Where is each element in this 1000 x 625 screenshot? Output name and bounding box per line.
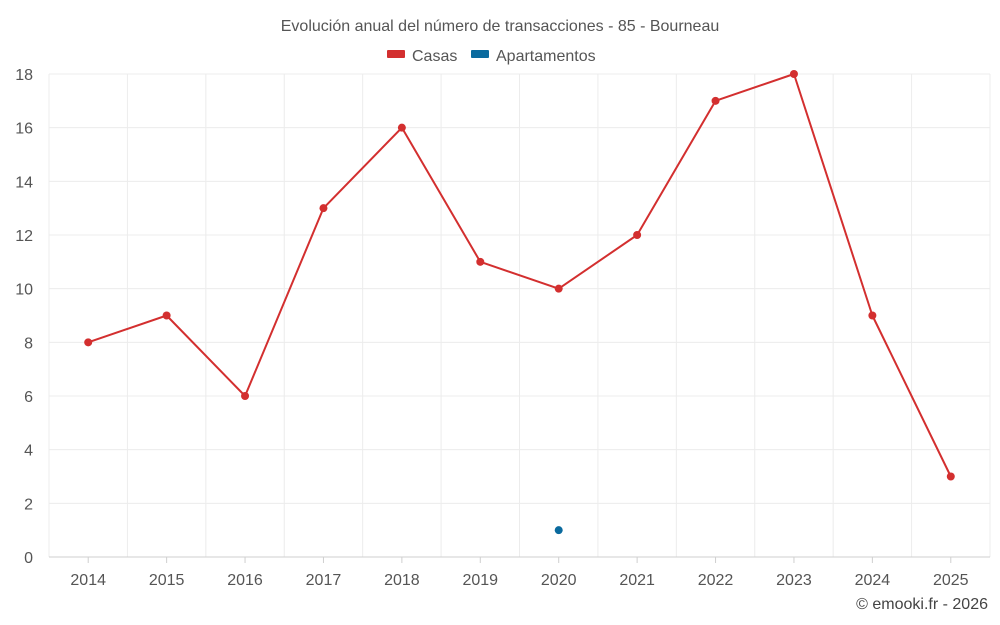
series-line-casas (87, 73, 952, 477)
y-tick-label: 2 (24, 496, 33, 513)
x-tick-label: 2015 (149, 572, 185, 589)
legend-label-apartamentos: Apartamentos (496, 48, 596, 65)
y-tick-label: 14 (15, 174, 33, 191)
legend-swatch-casas (387, 50, 405, 58)
x-tick-label: 2014 (70, 572, 106, 589)
y-tick-label: 6 (24, 389, 33, 406)
gridlines (48, 73, 991, 557)
legend-label-casas: Casas (412, 48, 457, 65)
y-tick-label: 4 (24, 443, 33, 460)
data-point-casas-2020 (554, 284, 563, 293)
axes: 0 2 4 6 8 10 12 14 16 18 2014 2015 2016 2017 2018 2019 2… (15, 67, 990, 589)
legend-swatch-apartamentos (471, 50, 489, 58)
data-point-casas-2022 (711, 96, 720, 105)
x-tick-label: 2022 (698, 572, 734, 589)
x-tick-label: 2023 (776, 572, 812, 589)
x-tick-label: 2016 (227, 572, 263, 589)
data-point-casas-2015 (162, 311, 171, 320)
chart-title: Evolución anual del número de transaccio… (281, 18, 720, 35)
data-point-casas-2019 (476, 257, 485, 266)
y-tick-label: 12 (15, 228, 33, 245)
y-tick-label: 0 (24, 550, 33, 567)
data-point-casas-2025 (946, 472, 955, 481)
y-tick-label: 8 (24, 335, 33, 352)
y-tick-label: 10 (15, 282, 33, 299)
data-point-apartamentos-2020 (554, 526, 563, 535)
x-tick-label: 2025 (933, 572, 969, 589)
data-point-casas-2018 (397, 123, 406, 132)
data-point-casas-2023 (789, 70, 798, 78)
data-point-casas-2016 (241, 392, 250, 400)
x-tick-label: 2019 (462, 572, 498, 589)
x-tick-label: 2024 (855, 572, 891, 589)
legend: Casas Apartamentos (387, 48, 596, 65)
data-point-casas-2017 (319, 204, 328, 213)
series (84, 70, 955, 535)
data-point-casas-2014 (84, 338, 93, 347)
legend-item-casas[interactable]: Casas (387, 48, 457, 65)
data-point-casas-2021 (633, 231, 642, 239)
credit-text: © emooki.fr - 2026 (856, 596, 988, 613)
x-tick-label: 2021 (619, 572, 655, 589)
legend-item-apartamentos[interactable]: Apartamentos (471, 48, 596, 65)
data-point-casas-2024 (868, 311, 877, 320)
y-tick-label: 18 (15, 67, 33, 84)
y-tick-label: 16 (15, 121, 33, 138)
x-tick-label: 2020 (541, 572, 577, 589)
x-tick-label: 2018 (384, 572, 420, 589)
x-tick-label: 2017 (306, 572, 342, 589)
